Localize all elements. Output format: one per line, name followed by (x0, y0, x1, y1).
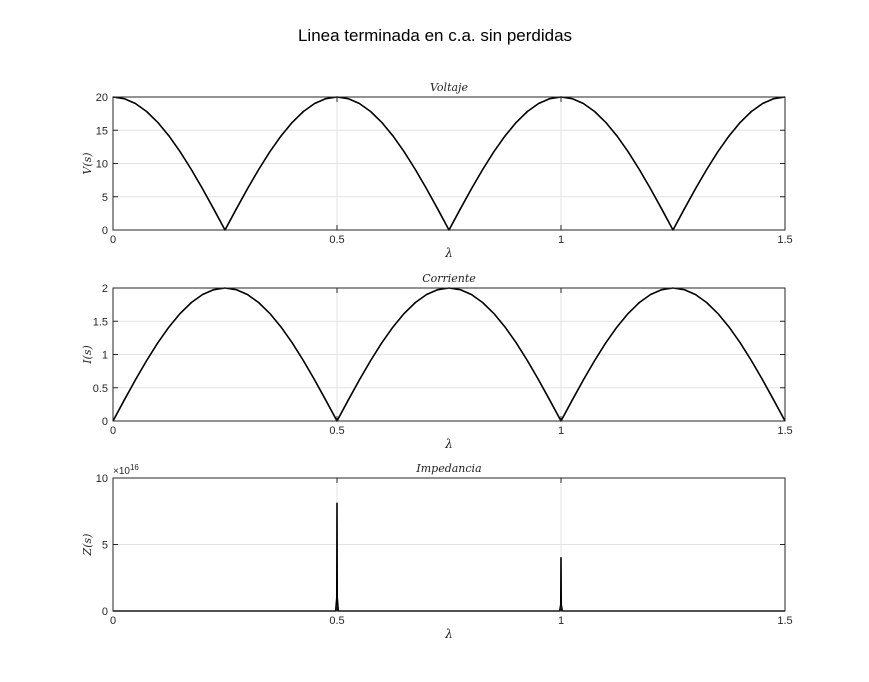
plot-1-xtick-label-1: 0.5 (329, 234, 344, 246)
plot-3-xlabel: λ (444, 627, 453, 641)
plot-3-title: Impedancia (415, 462, 481, 475)
plot-2-title: Corriente (422, 272, 476, 285)
plot-3: 0 0.5 1 1.5 0 5 10 ×1016 Impedancia λ Z(s) (81, 462, 793, 641)
plot-3-xtick-label-3: 1.5 (777, 615, 792, 627)
plot-3-y-exponent: ×1016 (113, 463, 139, 477)
plot-2-xtick-label-1: 0.5 (329, 425, 344, 437)
plot-1-ytick-label-2: 10 (96, 159, 108, 171)
plot-2-ytick-label-2: 1 (102, 350, 108, 362)
plot-2-xtick-label-0: 0 (110, 425, 116, 437)
plot-3-series-1 (113, 502, 785, 612)
plot-3-ytick-label-1: 5 (102, 540, 108, 552)
plot-2-xtick-label-3: 1.5 (777, 425, 792, 437)
plot-2-ylabel: I(s) (81, 345, 94, 365)
plot-1-ytick-label-1: 5 (102, 192, 108, 204)
plot-1-ylabel: V(s) (81, 152, 94, 174)
plot-3-ytick-label-0: 0 (102, 606, 108, 618)
plot-2-ytick-label-4: 2 (102, 283, 108, 295)
plot-2: 0 0.5 1 1.5 0 0.5 1 1.5 2 Corriente λ I(s) (81, 272, 793, 451)
plot-1-xlabel: λ (444, 246, 453, 260)
plot-1-ytick-label-4: 20 (96, 92, 108, 104)
plot-1-ytick-label-3: 15 (96, 125, 108, 137)
plot-2-ytick-label-3: 1.5 (93, 316, 108, 328)
plot-1: 0 0.5 1 1.5 0 5 10 15 20 Voltaje λ V(s) (81, 81, 793, 260)
plot-1-xtick-label-0: 0 (110, 234, 116, 246)
plot-1-title: Voltaje (430, 81, 468, 94)
plot-3-ylabel: Z(s) (81, 534, 94, 557)
plot-2-xtick-label-2: 1 (558, 425, 564, 437)
plot-2-ytick-label-1: 0.5 (93, 383, 108, 395)
plot-3-xtick-label-1: 0.5 (329, 615, 344, 627)
plot-2-xlabel: λ (444, 437, 453, 451)
plot-3-ytick-label-2: 10 (96, 473, 108, 485)
plot-3-xtick-label-0: 0 (110, 615, 116, 627)
plot-3-xtick-label-2: 1 (558, 615, 564, 627)
plot-2-ytick-label-0: 0 (102, 416, 108, 428)
figure-title: Linea terminada en c.a. sin perdidas (298, 26, 572, 45)
plot-1-xtick-label-3: 1.5 (777, 234, 792, 246)
plot-1-xtick-label-2: 1 (558, 234, 564, 246)
plot-1-ytick-label-0: 0 (102, 225, 108, 237)
